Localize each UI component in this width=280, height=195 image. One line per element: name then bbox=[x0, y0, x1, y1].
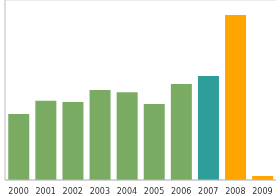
svg-text:2009: 2009 bbox=[252, 187, 272, 195]
svg-text:2008: 2008 bbox=[225, 187, 245, 195]
svg-text:2002: 2002 bbox=[63, 187, 83, 195]
svg-text:2000: 2000 bbox=[8, 187, 28, 195]
svg-text:2003: 2003 bbox=[90, 187, 110, 195]
svg-text:2004: 2004 bbox=[117, 187, 137, 195]
svg-text:2007: 2007 bbox=[198, 187, 218, 195]
svg-text:2006: 2006 bbox=[171, 187, 191, 195]
svg-text:2001: 2001 bbox=[35, 187, 55, 195]
svg-text:2005: 2005 bbox=[144, 187, 164, 195]
